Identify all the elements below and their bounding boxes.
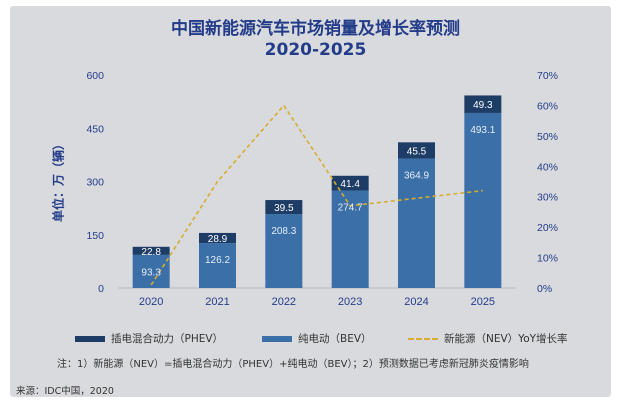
chart-plot: 0 150 300 450 600 0% 10% 20% 30% 40% 50% 60% 70% 2020… xyxy=(86,70,558,308)
data-label-phev: 45.5 xyxy=(407,146,427,157)
bar-bev xyxy=(265,214,303,288)
footnote: 注：1）新能源（NEV）=插电混合动力（PHEV）+纯电动（BEV）；2）预测数… xyxy=(57,359,529,370)
bar-bev xyxy=(132,254,170,288)
data-label-bev: 126.2 xyxy=(205,255,230,266)
x-tick-label: 2023 xyxy=(338,296,362,308)
y2-tick-label: 0% xyxy=(537,283,552,295)
y-tick-label: 0 xyxy=(98,283,104,295)
y2-tick-label: 30% xyxy=(537,192,558,204)
data-label-bev: 208.3 xyxy=(271,226,296,237)
data-label-phev: 39.5 xyxy=(274,203,294,214)
chart-title: 中国新能源汽车市场销量及增长率预测 xyxy=(171,19,460,39)
legend-nev-yoy: 新能源（NEV）YoY增长率 xyxy=(408,331,568,346)
data-label-bev: 274.7 xyxy=(338,202,363,213)
y2-tick-label: 10% xyxy=(537,253,558,265)
legend-phev-swatch xyxy=(75,335,105,342)
y2-tick-label: 40% xyxy=(537,161,558,173)
source-note: 来源：IDC中国，2020 xyxy=(16,386,114,397)
bar-phev xyxy=(331,175,369,191)
data-label-bev: 493.1 xyxy=(470,125,495,136)
x-tick-label: 2021 xyxy=(205,296,229,308)
x-tick-label: 2020 xyxy=(139,296,163,308)
x-tick-label: 2022 xyxy=(272,296,296,308)
bar-bev xyxy=(331,190,369,288)
data-label-phev: 22.8 xyxy=(141,247,161,258)
chart-panel xyxy=(10,6,611,397)
y-tick-label: 150 xyxy=(86,230,104,242)
y2-tick-label: 50% xyxy=(537,131,558,143)
legend-phev: 插电混合动力（PHEV） xyxy=(75,331,223,346)
legend-nev-yoy-swatch xyxy=(408,337,438,340)
bar-bev xyxy=(464,112,502,289)
data-label-phev: 28.9 xyxy=(208,234,228,245)
bar-phev xyxy=(132,246,170,255)
y2-tick-label: 20% xyxy=(537,222,558,234)
y-tick-label: 450 xyxy=(86,123,104,135)
data-label-phev: 41.4 xyxy=(340,179,360,190)
y-tick-label: 300 xyxy=(86,177,104,189)
legend-phev-label: 插电混合动力（PHEV） xyxy=(111,333,224,345)
bar-bev xyxy=(199,243,236,288)
legend-nev-yoy-label: 新能源（NEV）YoY增长率 xyxy=(444,333,568,345)
bar-phev xyxy=(464,95,502,113)
yoy-line xyxy=(150,104,483,286)
x-tick-label: 2025 xyxy=(471,296,495,308)
data-label-phev: 49.3 xyxy=(473,100,493,111)
y-tick-label: 600 xyxy=(86,70,104,82)
y2-tick-label: 70% xyxy=(537,70,558,82)
x-tick-label: 2024 xyxy=(404,296,428,308)
chart-subtitle: 2020-2025 xyxy=(264,40,367,60)
data-label-bev: 364.9 xyxy=(404,170,429,181)
legend-bev: 纯电动（BEV） xyxy=(262,331,372,346)
bar-phev xyxy=(199,232,236,244)
y2-tick-label: 60% xyxy=(537,100,558,112)
bar-phev xyxy=(265,200,303,215)
legend-bev-swatch xyxy=(262,335,292,342)
legend-bev-label: 纯电动（BEV） xyxy=(298,333,372,345)
bar-phev xyxy=(398,142,435,159)
data-label-bev: 93.3 xyxy=(141,267,161,278)
bar-bev xyxy=(398,158,435,288)
